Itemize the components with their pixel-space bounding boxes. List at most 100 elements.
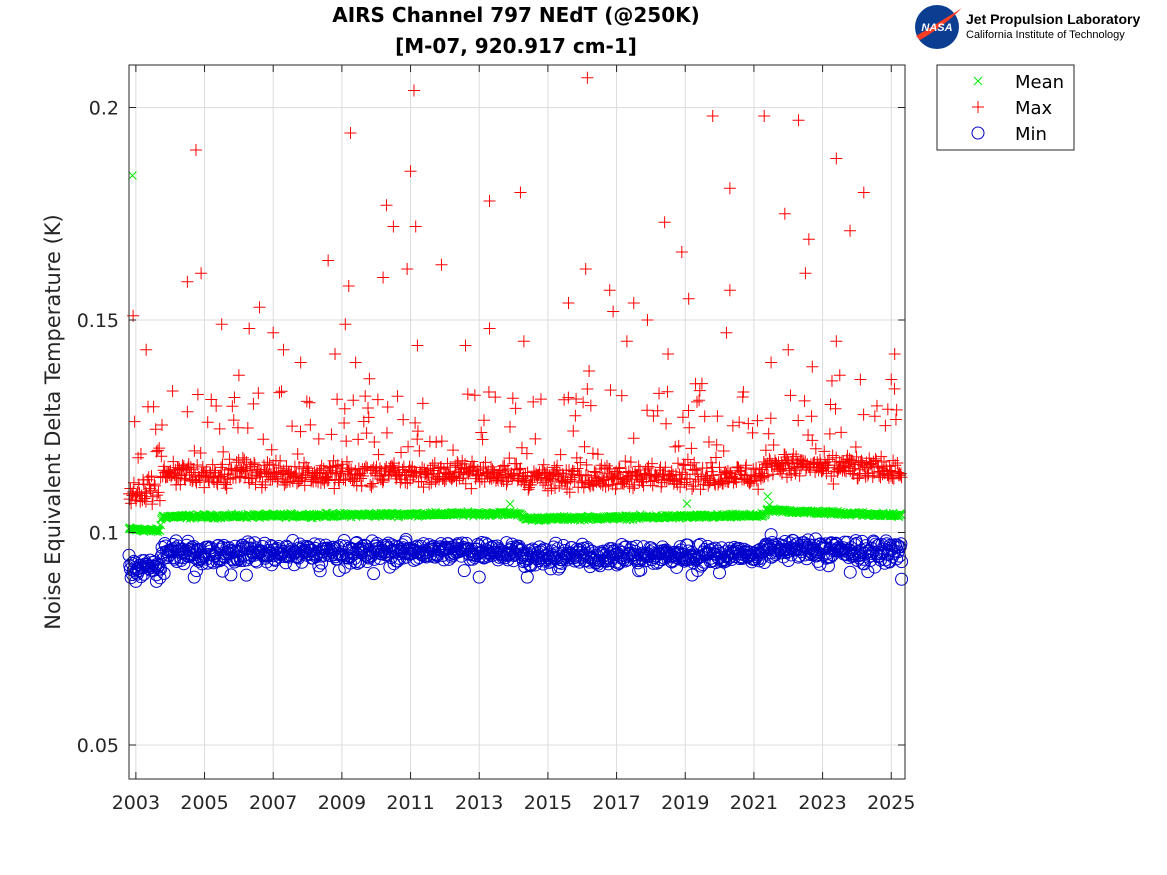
- data-point-min: [520, 570, 534, 584]
- data-point-max: [223, 453, 236, 466]
- data-point-max: [213, 422, 226, 435]
- data-point-max: [349, 356, 362, 369]
- data-point-max: [338, 402, 351, 415]
- data-point-max: [757, 471, 770, 484]
- data-point-max: [347, 394, 360, 407]
- data-point-max: [685, 442, 698, 455]
- data-point-max: [416, 397, 429, 410]
- data-point-max: [256, 475, 269, 488]
- data-point-max: [689, 475, 702, 488]
- data-point-max: [681, 453, 694, 466]
- data-point-max: [145, 470, 158, 483]
- data-point-max: [641, 404, 654, 417]
- data-point-max: [758, 110, 771, 122]
- data-point-max: [563, 486, 576, 499]
- data-point-max: [689, 377, 702, 390]
- data-point-max: [479, 456, 492, 469]
- data-point-max: [776, 467, 789, 480]
- data-point-max: [672, 457, 685, 470]
- data-point-max: [358, 462, 371, 475]
- data-point-max: [371, 393, 384, 406]
- data-point-max: [476, 433, 489, 446]
- data-point-max: [366, 477, 379, 490]
- data-point-max: [247, 397, 260, 410]
- data-point-max: [713, 461, 726, 474]
- data-point-max: [885, 373, 898, 386]
- data-point-max: [787, 448, 800, 461]
- data-point-max: [449, 459, 462, 472]
- data-point-max: [151, 489, 164, 502]
- data-point-max: [266, 473, 279, 486]
- data-point-mean: [153, 527, 163, 537]
- data-point-max: [228, 391, 241, 404]
- data-point-max: [287, 470, 300, 483]
- data-point-max: [554, 448, 567, 461]
- data-point-max: [742, 417, 755, 430]
- data-point-max: [601, 459, 614, 472]
- data-point-max: [854, 373, 867, 386]
- data-point-max: [765, 356, 778, 369]
- data-point-max: [723, 182, 736, 195]
- data-point-max: [445, 473, 458, 486]
- data-point-max: [515, 441, 528, 454]
- data-point-max: [381, 401, 394, 414]
- data-point-max: [483, 322, 496, 335]
- data-point-max: [830, 152, 843, 165]
- data-point-max: [581, 383, 594, 396]
- data-point-max: [478, 414, 491, 427]
- data-point-max: [273, 386, 286, 399]
- data-point-max: [451, 455, 464, 468]
- data-point-max: [562, 297, 575, 309]
- data-point-min: [681, 538, 695, 552]
- data-point-max: [252, 387, 265, 400]
- data-point-max: [188, 444, 201, 457]
- data-point-mean: [765, 500, 774, 510]
- data-point-min: [149, 574, 163, 588]
- data-point-max: [825, 374, 838, 387]
- data-point-min: [258, 536, 272, 550]
- data-point-max: [298, 479, 311, 492]
- data-point-min: [215, 564, 229, 578]
- data-point-min: [391, 554, 405, 568]
- data-point-max: [894, 469, 907, 482]
- data-point-min: [549, 536, 563, 550]
- data-point-max: [362, 402, 375, 415]
- data-point-max: [506, 472, 519, 485]
- data-point-max: [304, 418, 317, 431]
- data-point-max: [591, 448, 604, 461]
- data-point-max: [450, 474, 463, 487]
- data-point-max: [275, 385, 288, 398]
- data-point-min: [313, 564, 327, 578]
- data-point-max: [261, 456, 274, 469]
- x-tick-label: 2023: [798, 792, 846, 814]
- data-point-min: [650, 556, 664, 570]
- x-tick-label: 2013: [455, 792, 503, 814]
- data-point-max: [259, 478, 272, 491]
- data-point-max: [792, 114, 805, 127]
- data-point-max: [311, 467, 324, 480]
- data-point-max: [823, 427, 836, 440]
- data-point-max: [309, 475, 322, 488]
- grid: [129, 65, 905, 779]
- data-point-max: [139, 495, 152, 508]
- data-point-max: [376, 473, 389, 486]
- data-point-max: [278, 478, 291, 491]
- data-point-max: [806, 434, 819, 447]
- data-point-max: [875, 450, 888, 463]
- data-point-max: [364, 478, 377, 491]
- data-point-max: [401, 263, 414, 275]
- data-point-max: [653, 387, 666, 400]
- legend: Mean Max Min: [936, 64, 1075, 151]
- data-point-max: [627, 297, 640, 309]
- legend-label-mean: Mean: [1015, 72, 1064, 93]
- data-point-min: [809, 532, 823, 546]
- data-point-max: [404, 165, 417, 178]
- data-point-max: [195, 267, 208, 280]
- data-point-max: [570, 393, 583, 406]
- data-point-max: [178, 472, 191, 485]
- data-point-max: [191, 388, 204, 401]
- data-point-min: [134, 570, 148, 584]
- ticks: 2003 2005 2007 2009 2011 2013 2015 2017 2019 2021…: [77, 65, 915, 814]
- data-point-max: [373, 462, 386, 475]
- data-point-max: [500, 478, 513, 491]
